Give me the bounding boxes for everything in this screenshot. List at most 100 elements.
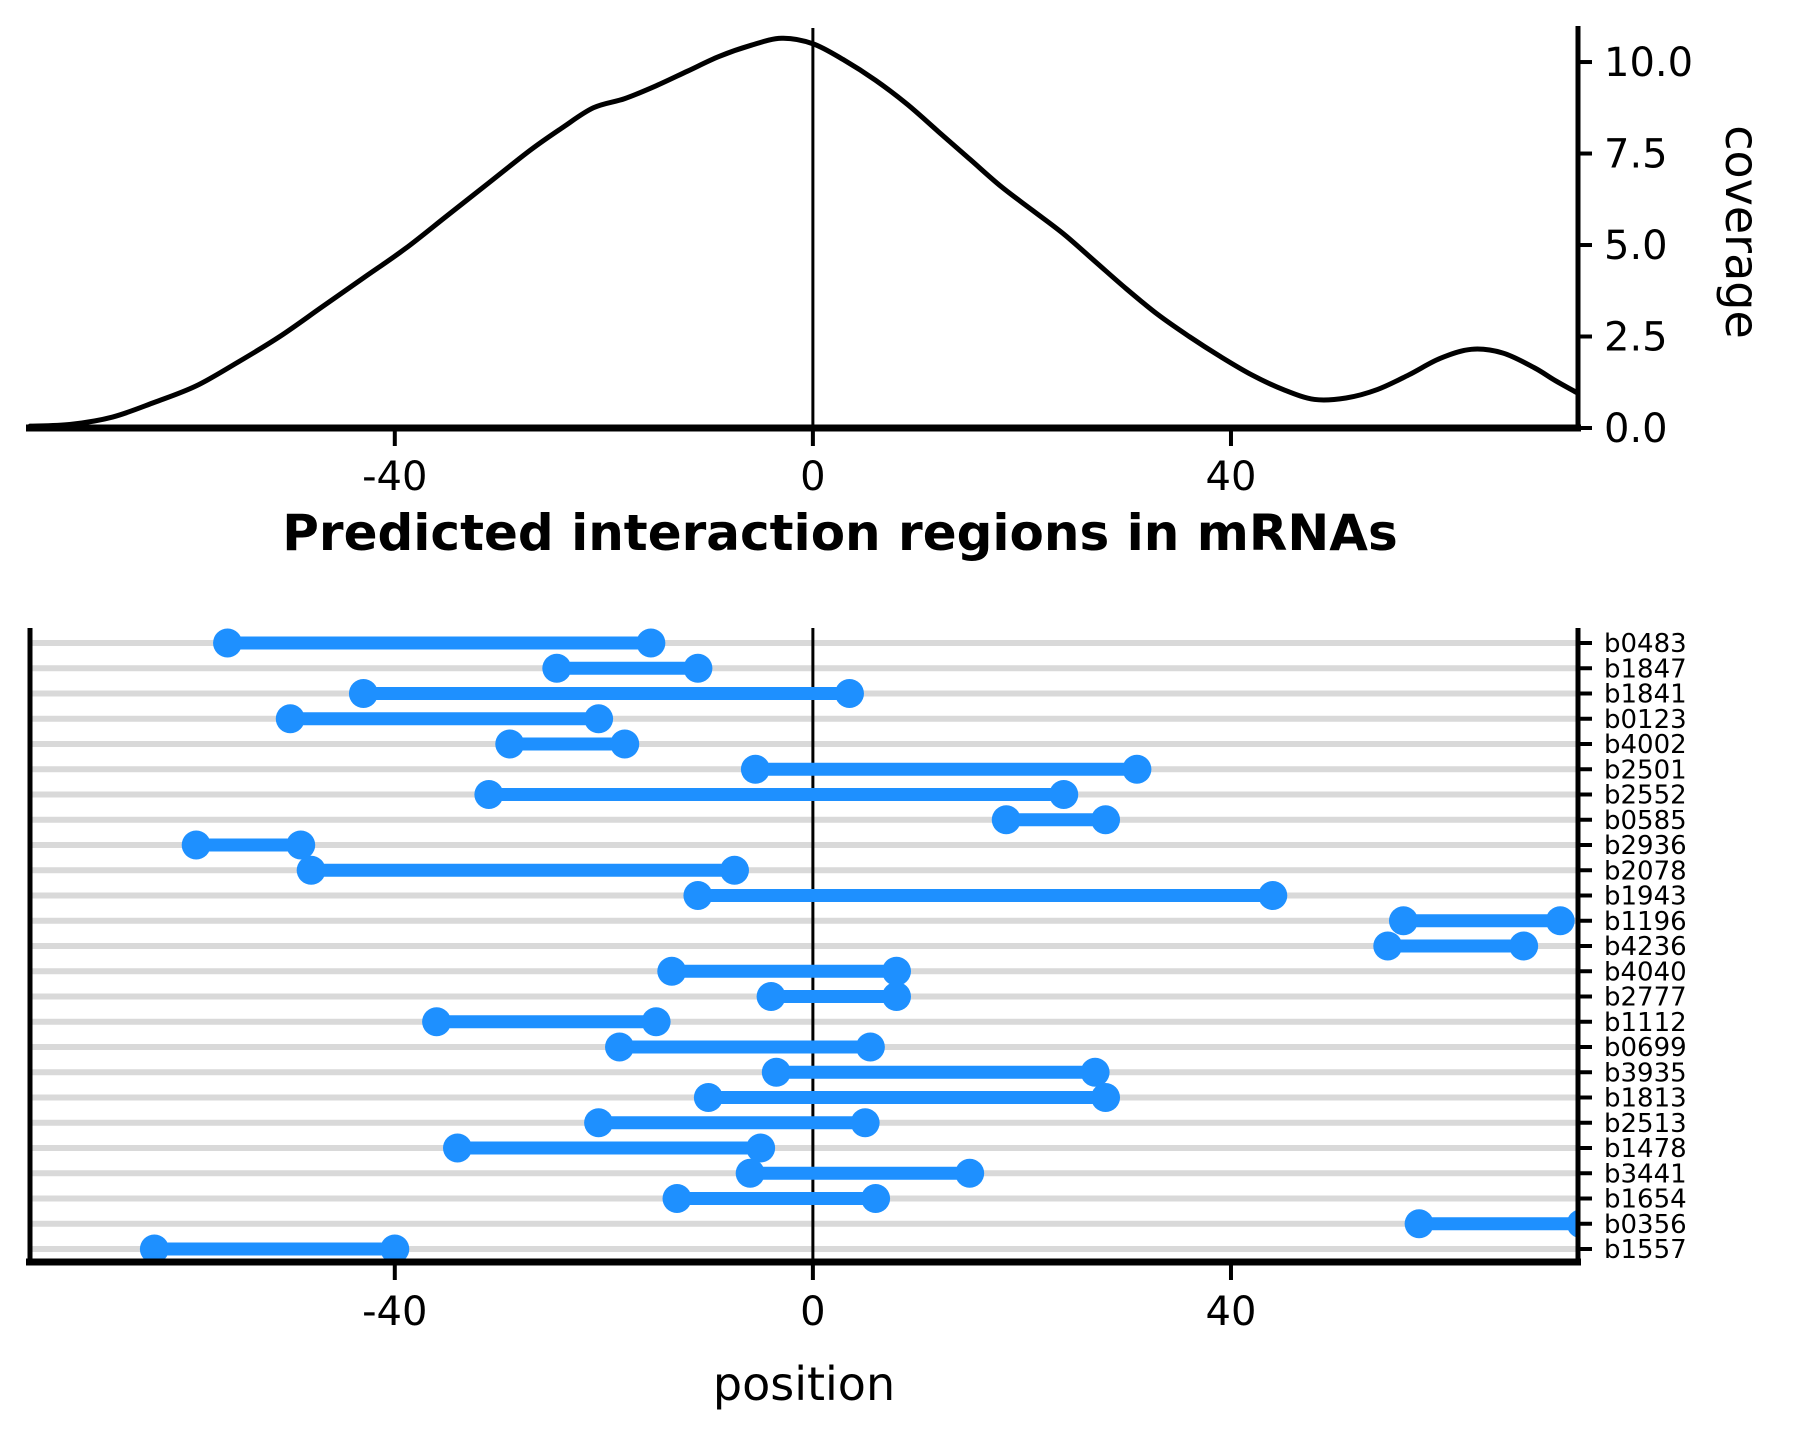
- chart-title: Predicted interaction regions in mRNAs: [282, 504, 1397, 562]
- segment-b1557: [139, 1234, 410, 1262]
- segment-start-cap: [683, 881, 713, 910]
- top-x-tick-label: 40: [1206, 454, 1257, 500]
- segment-end-cap: [636, 628, 666, 658]
- row-label: b1654: [1604, 1185, 1687, 1215]
- segment-start-cap: [495, 729, 525, 759]
- segment-b0356: [1404, 1209, 1578, 1239]
- density-plot: -40 0 40 0.0 2.5 5.0 7.5 10.0: [26, 26, 1693, 500]
- segment-end-cap: [1091, 1083, 1121, 1112]
- segment-end-cap: [850, 1108, 880, 1138]
- segment-end-cap: [610, 729, 640, 759]
- segment-b1654: [662, 1184, 891, 1213]
- segment-end-cap: [1049, 780, 1079, 809]
- row-label: b4002: [1604, 730, 1687, 760]
- segment-start-cap: [584, 1108, 614, 1138]
- row-label: b3441: [1604, 1159, 1687, 1189]
- segment-start-cap: [991, 805, 1021, 835]
- segment-start-cap: [657, 956, 687, 986]
- segment-b2552: [474, 780, 1079, 809]
- segment-end-cap: [882, 982, 912, 1011]
- row-label: b4040: [1604, 957, 1687, 987]
- segment-end-cap: [641, 1007, 671, 1037]
- segment-start-cap: [474, 780, 504, 809]
- segment-end-cap: [855, 1032, 885, 1062]
- segment-start-cap: [422, 1007, 452, 1037]
- segment-b2777: [756, 982, 912, 1011]
- segment-start-cap: [605, 1032, 635, 1062]
- segment-end-cap: [1258, 881, 1288, 910]
- row-label: b0356: [1604, 1210, 1687, 1240]
- row-label: b1557: [1604, 1235, 1687, 1265]
- segment-end-cap: [834, 679, 864, 708]
- segment-b1112: [422, 1007, 671, 1037]
- row-label: b0483: [1604, 629, 1687, 659]
- segment-b0699: [605, 1032, 885, 1062]
- segment-end-cap: [1122, 754, 1152, 784]
- segment-b0123: [275, 704, 614, 734]
- row-label: b1943: [1604, 882, 1687, 912]
- segment-b2513: [584, 1108, 880, 1138]
- row-label: b1841: [1604, 680, 1687, 710]
- segment-b1943: [683, 881, 1288, 910]
- segment-start-cap: [662, 1184, 692, 1213]
- segment-end-cap: [746, 1133, 776, 1163]
- segment-start-cap: [443, 1133, 473, 1163]
- row-label: b1813: [1604, 1084, 1687, 1114]
- segment-start-cap: [756, 982, 786, 1011]
- row-label: b2513: [1604, 1109, 1687, 1139]
- segment-start-cap: [542, 653, 572, 683]
- segment-b2078: [296, 855, 749, 885]
- coverage-y-tick-label: 5.0: [1604, 223, 1668, 269]
- segment-start-cap: [693, 1083, 723, 1112]
- segment-start-cap: [1388, 906, 1418, 936]
- segment-end-cap: [1545, 906, 1575, 936]
- segment-start-cap: [740, 754, 770, 784]
- segment-b1813: [693, 1083, 1121, 1112]
- segment-b4236: [1373, 931, 1539, 961]
- segment-start-cap: [761, 1057, 791, 1087]
- row-label: b1847: [1604, 654, 1687, 684]
- segment-end-cap: [683, 653, 713, 683]
- row-label: b1196: [1604, 907, 1687, 937]
- segment-end-cap: [1566, 1209, 1578, 1238]
- segment-b2936: [181, 830, 316, 860]
- coverage-axis-label: coverage: [1715, 125, 1769, 339]
- segment-start-cap: [1373, 931, 1403, 961]
- segment-end-cap: [1091, 805, 1121, 835]
- chart-render-root: -40 0 40 0.0 2.5 5.0 7.5 10.0 b0483b1847b1841b01…: [26, 26, 1693, 1335]
- segment-end-cap: [882, 956, 912, 986]
- top-x-tick-label: -40: [362, 454, 427, 500]
- coverage-y-tick-label: 10.0: [1604, 40, 1693, 86]
- segment-end-cap: [861, 1184, 891, 1213]
- position-axis-label: position: [713, 1357, 895, 1411]
- segment-end-cap: [1509, 931, 1539, 961]
- segment-start-cap: [1404, 1209, 1434, 1239]
- segment-start-cap: [275, 704, 305, 734]
- segment-end-cap: [286, 830, 316, 860]
- segment-start-cap: [213, 628, 243, 658]
- row-label: b4236: [1604, 932, 1687, 962]
- row-label: b1112: [1604, 1008, 1687, 1038]
- segments-plot: b0483b1847b1841b0123b4002b2501b2552b0585…: [26, 628, 1687, 1335]
- segment-start-cap: [348, 679, 378, 708]
- coverage-y-tick-label: 2.5: [1604, 315, 1668, 361]
- row-label: b2552: [1604, 781, 1687, 811]
- coverage-y-tick-label: 0.0: [1604, 406, 1668, 452]
- row-label: b2501: [1604, 755, 1687, 785]
- segment-b1841: [348, 679, 864, 708]
- segment-end-cap: [955, 1158, 985, 1188]
- segment-b1847: [542, 653, 713, 683]
- segment-end-cap: [380, 1234, 410, 1262]
- row-label: b0585: [1604, 806, 1687, 836]
- row-label: b2777: [1604, 983, 1687, 1013]
- segment-start-cap: [139, 1234, 169, 1262]
- segment-start-cap: [296, 855, 326, 885]
- bottom-x-tick-label: 40: [1206, 1289, 1257, 1335]
- segment-b4040: [657, 956, 912, 986]
- bottom-x-tick-label: 0: [800, 1289, 825, 1335]
- row-label: b3935: [1604, 1058, 1687, 1088]
- segment-b4002: [495, 729, 640, 759]
- segments-layer: [139, 628, 1578, 1262]
